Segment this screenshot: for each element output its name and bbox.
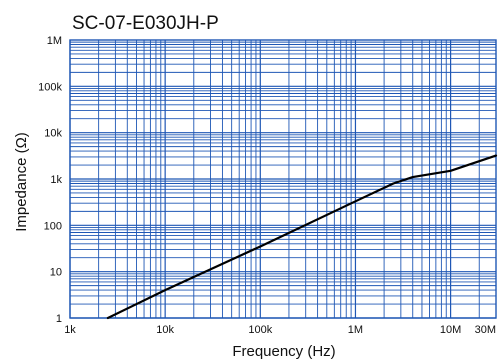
x-tick-label: 1M <box>348 324 363 336</box>
y-tick-label: 100k <box>38 81 62 93</box>
x-tick-label: 30M <box>475 324 496 336</box>
y-tick-labels: 1 10 100 1k 10k 100k 1M <box>38 35 62 325</box>
y-tick-label: 1M <box>47 35 62 47</box>
y-tick-label: 1k <box>50 174 62 186</box>
plot-frame <box>69 39 497 319</box>
x-tick-label: 100k <box>248 324 272 336</box>
y-tick-label: 100 <box>44 220 62 232</box>
y-tick-label: 1 <box>56 313 62 325</box>
series-group <box>106 154 498 320</box>
impedance-curve <box>106 154 498 320</box>
y-tick-label: 10k <box>44 128 62 140</box>
chart-title: SC-07-E030JH-P <box>72 13 219 34</box>
grid <box>69 40 497 319</box>
x-axis-label: Frequency (Hz) <box>232 343 335 360</box>
x-tick-labels: 1k 10k 100k 1M 10M 30M <box>64 324 496 336</box>
y-axis-label: Impedance (Ω) <box>13 132 30 232</box>
plot-border <box>69 39 497 319</box>
y-tick-label: 10 <box>50 267 62 279</box>
x-tick-label: 10M <box>440 324 461 336</box>
x-tick-label: 10k <box>156 324 174 336</box>
x-tick-label: 1k <box>64 324 76 336</box>
